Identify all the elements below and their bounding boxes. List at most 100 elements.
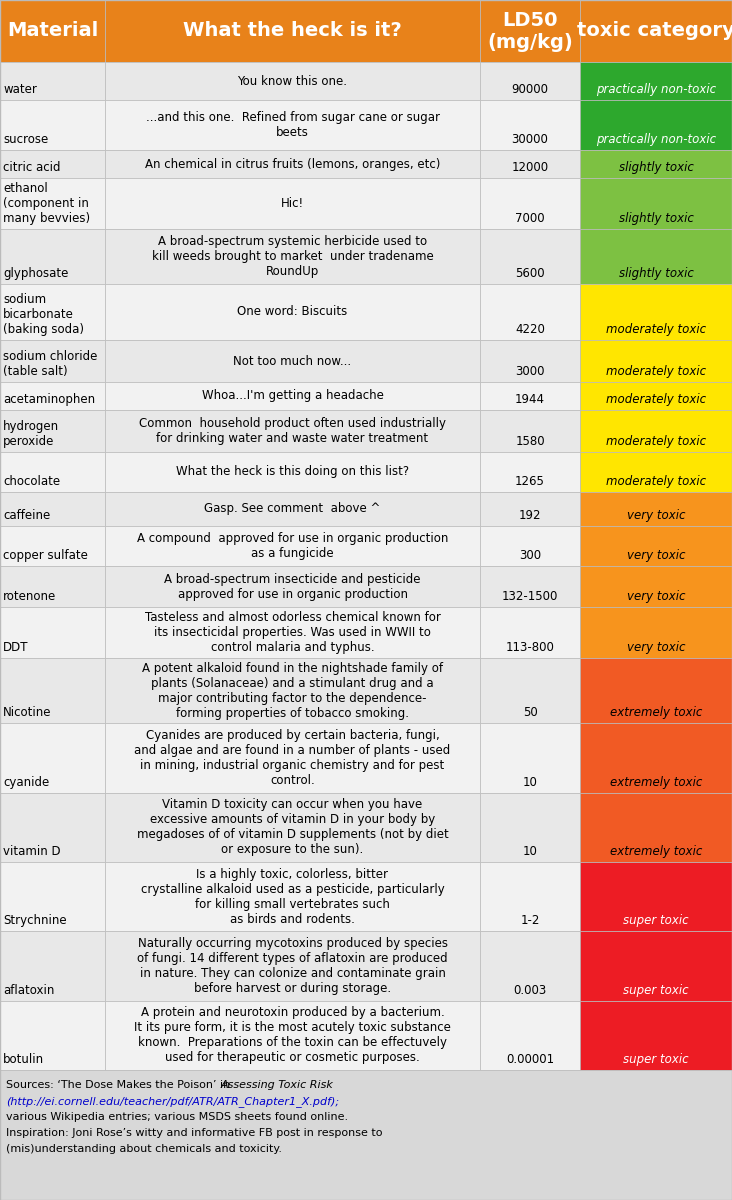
- Bar: [0, 492, 105, 527]
- Text: Vitamin D toxicity can occur when you have
excessive amounts of vitamin D in you: Vitamin D toxicity can occur when you ha…: [137, 798, 449, 857]
- Text: 90000: 90000: [512, 83, 548, 96]
- Bar: [0, 1070, 732, 1200]
- Text: 300: 300: [519, 550, 541, 563]
- Text: glyphosate: glyphosate: [3, 266, 68, 280]
- Bar: [480, 341, 580, 382]
- Bar: [105, 451, 480, 492]
- Text: botulin: botulin: [3, 1054, 44, 1066]
- Bar: [480, 1001, 580, 1070]
- Bar: [580, 566, 732, 606]
- Bar: [580, 724, 732, 793]
- Text: Material: Material: [7, 22, 98, 41]
- Text: rotenone: rotenone: [3, 589, 56, 602]
- Text: various Wikipedia entries; various MSDS sheets found online.: various Wikipedia entries; various MSDS …: [6, 1112, 348, 1122]
- Bar: [0, 341, 105, 382]
- Text: Naturally occurring mycotoxins produced by species
of fungi. 14 different types : Naturally occurring mycotoxins produced …: [137, 937, 448, 995]
- Text: 1944: 1944: [515, 392, 545, 406]
- Text: extremely toxic: extremely toxic: [610, 775, 702, 788]
- Text: super toxic: super toxic: [623, 984, 689, 997]
- Text: 12000: 12000: [512, 161, 548, 174]
- Text: 7000: 7000: [515, 212, 545, 224]
- Text: 30000: 30000: [512, 133, 548, 146]
- Bar: [480, 178, 580, 229]
- Text: practically non-toxic: practically non-toxic: [596, 133, 716, 146]
- Text: chocolate: chocolate: [3, 475, 60, 487]
- Text: extremely toxic: extremely toxic: [610, 845, 702, 858]
- Text: Is a highly toxic, colorless, bitter
crystalline alkaloid used as a pesticide, p: Is a highly toxic, colorless, bitter cry…: [141, 868, 444, 925]
- Bar: [0, 793, 105, 862]
- Bar: [0, 409, 105, 451]
- Text: very toxic: very toxic: [627, 641, 685, 654]
- Text: A broad-spectrum insecticide and pesticide
approved for use in organic productio: A broad-spectrum insecticide and pestici…: [164, 572, 421, 600]
- Bar: [105, 341, 480, 382]
- Bar: [480, 658, 580, 724]
- Bar: [0, 62, 105, 101]
- Bar: [580, 62, 732, 101]
- Bar: [0, 178, 105, 229]
- Bar: [580, 178, 732, 229]
- Text: A protein and neurotoxin produced by a bacterium.
It its pure form, it is the mo: A protein and neurotoxin produced by a b…: [134, 1007, 451, 1064]
- Text: 132-1500: 132-1500: [502, 589, 559, 602]
- Text: sodium
bicarbonate
(baking soda): sodium bicarbonate (baking soda): [3, 293, 84, 336]
- Text: Inspiration: Joni Rose’s witty and informative FB post in response to: Inspiration: Joni Rose’s witty and infor…: [6, 1128, 383, 1138]
- Text: 0.00001: 0.00001: [506, 1054, 554, 1066]
- Bar: [105, 492, 480, 527]
- Text: 5600: 5600: [515, 266, 545, 280]
- Text: Sources: ‘The Dose Makes the Poison’ in: Sources: ‘The Dose Makes the Poison’ in: [6, 1080, 234, 1090]
- Bar: [0, 101, 105, 150]
- Text: copper sulfate: copper sulfate: [3, 550, 88, 563]
- Bar: [580, 606, 732, 658]
- Bar: [580, 229, 732, 283]
- Text: toxic category: toxic category: [577, 22, 732, 41]
- Text: acetaminophen: acetaminophen: [3, 392, 95, 406]
- Text: (mis)understanding about chemicals and toxicity.: (mis)understanding about chemicals and t…: [6, 1144, 282, 1154]
- Bar: [105, 101, 480, 150]
- Text: Tasteless and almost odorless chemical known for
its insecticidal properties. Wa: Tasteless and almost odorless chemical k…: [144, 611, 441, 654]
- Bar: [105, 527, 480, 566]
- Bar: [0, 0, 105, 62]
- Bar: [580, 283, 732, 341]
- Text: super toxic: super toxic: [623, 914, 689, 928]
- Bar: [480, 492, 580, 527]
- Bar: [580, 793, 732, 862]
- Bar: [480, 101, 580, 150]
- Text: moderately toxic: moderately toxic: [606, 365, 706, 378]
- Text: 1580: 1580: [515, 434, 545, 448]
- Bar: [580, 409, 732, 451]
- Bar: [580, 492, 732, 527]
- Text: 192: 192: [519, 509, 541, 522]
- Bar: [480, 566, 580, 606]
- Text: slightly toxic: slightly toxic: [619, 266, 693, 280]
- Bar: [480, 283, 580, 341]
- Text: 10: 10: [523, 845, 537, 858]
- Text: slightly toxic: slightly toxic: [619, 161, 693, 174]
- Text: Gasp. See comment  above ^: Gasp. See comment above ^: [204, 503, 381, 516]
- Bar: [0, 724, 105, 793]
- Text: Cyanides are produced by certain bacteria, fungi,
and algae and are found in a n: Cyanides are produced by certain bacteri…: [135, 730, 451, 787]
- Text: practically non-toxic: practically non-toxic: [596, 83, 716, 96]
- Bar: [480, 0, 580, 62]
- Bar: [0, 150, 105, 178]
- Bar: [105, 229, 480, 283]
- Bar: [105, 1001, 480, 1070]
- Text: caffeine: caffeine: [3, 509, 51, 522]
- Text: citric acid: citric acid: [3, 161, 61, 174]
- Bar: [580, 527, 732, 566]
- Text: Common  household product often used industrially
for drinking water and waste w: Common household product often used indu…: [139, 416, 446, 444]
- Bar: [580, 150, 732, 178]
- Bar: [105, 931, 480, 1001]
- Text: slightly toxic: slightly toxic: [619, 212, 693, 224]
- Bar: [105, 0, 480, 62]
- Text: very toxic: very toxic: [627, 550, 685, 563]
- Text: very toxic: very toxic: [627, 509, 685, 522]
- Bar: [580, 451, 732, 492]
- Text: super toxic: super toxic: [623, 1054, 689, 1066]
- Text: Whoa...I'm getting a headache: Whoa...I'm getting a headache: [201, 389, 384, 402]
- Bar: [0, 229, 105, 283]
- Bar: [580, 862, 732, 931]
- Text: 10: 10: [523, 775, 537, 788]
- Text: Not too much now...: Not too much now...: [234, 355, 351, 367]
- Bar: [105, 150, 480, 178]
- Bar: [480, 409, 580, 451]
- Bar: [105, 862, 480, 931]
